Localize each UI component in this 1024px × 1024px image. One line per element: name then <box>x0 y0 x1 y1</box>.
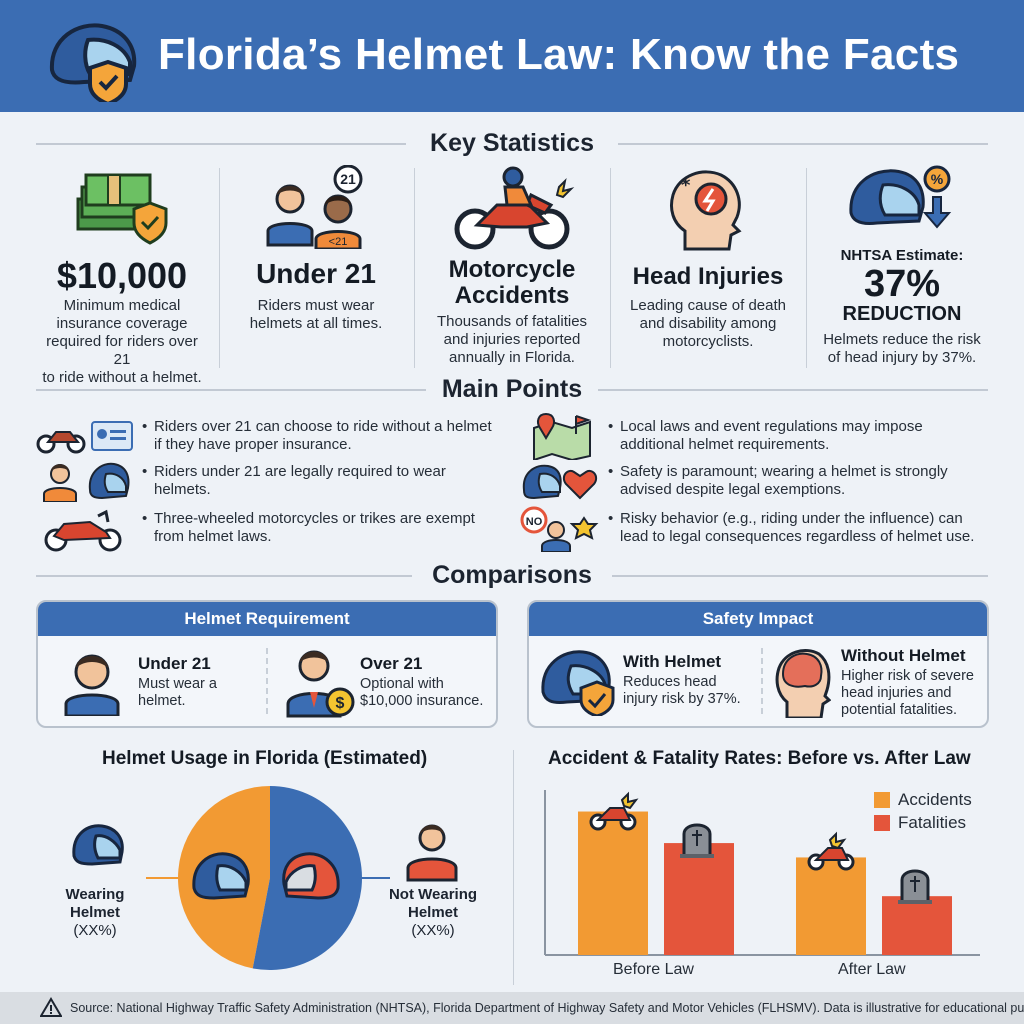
bar-fatalities-before <box>664 843 734 955</box>
gravestone-icon <box>680 823 714 858</box>
source-note: Source: National Highway Traffic Safety … <box>70 1001 1024 1015</box>
pie-label-not-wearing: Not Wearing Helmet (XX%) <box>388 886 478 939</box>
stat-insurance: $10,000 Minimum medical insurance coverag… <box>36 165 208 386</box>
money-shield-icon <box>76 173 168 245</box>
pie-label-wearing: Wearing Helmet (XX%) <box>65 886 125 939</box>
helmet-shield-icon <box>541 650 615 716</box>
bar-accidents-after <box>796 857 866 955</box>
svg-text:*: * <box>681 175 691 196</box>
comparison-text: Higher risk of severe head injuries and po… <box>841 668 974 718</box>
comparison-text: Must wear a helmet. <box>138 676 217 709</box>
stat-description: Thousands of fatalities and injuries repo… <box>436 313 588 366</box>
crash-icon <box>807 831 855 871</box>
man-with-money-icon: $ <box>286 650 355 718</box>
bar-accidents-before <box>578 811 648 955</box>
helmet-icon-unworn <box>282 852 340 900</box>
x-tick-label: Before Law <box>613 961 694 978</box>
section-title: Key Statistics <box>430 129 594 157</box>
rider-no-helmet-icon <box>406 824 458 882</box>
warning-icon <box>40 997 62 1017</box>
svg-text:$: $ <box>336 695 345 712</box>
stat-motorcycle-accidents: Motorcycle Accidents Thousands of fatalit… <box>420 165 604 380</box>
x-tick-label: After Law <box>838 961 906 978</box>
head-injury-icon: * <box>670 170 742 251</box>
helmet-icon <box>72 824 124 866</box>
stat-value: 37% <box>863 263 941 305</box>
comparison-safety-impact: Safety Impact With Helmet Reduces head in… <box>527 600 989 728</box>
helmet-percent-icon: % <box>849 165 952 229</box>
bar-fatalities-after <box>882 896 952 955</box>
motorcycle-icon <box>36 421 133 454</box>
stat-value: $10,000 <box>56 255 188 296</box>
bar-chart-title: Accident & Fatality Rates: Before vs. Af… <box>548 748 971 769</box>
stat-description: Leading cause of death and disability amo… <box>630 297 786 350</box>
stat-description: Riders must wear helmets at all times. <box>249 297 383 332</box>
young-rider-icon <box>43 462 130 502</box>
bar-chart <box>544 790 980 956</box>
comparison-heading: Without Helmet <box>841 646 966 665</box>
comparison-heading: Under 21 <box>138 654 211 673</box>
svg-text:%: % <box>931 171 944 187</box>
stat-value: Under 21 <box>256 258 376 289</box>
comparison-heading: With Helmet <box>623 652 722 671</box>
comparison-text: Reduces head injury risk by 37%. <box>623 674 741 707</box>
section-title: Comparisons <box>432 561 592 589</box>
comparison-title: Safety Impact <box>529 602 987 636</box>
svg-text:<21: <21 <box>329 236 348 248</box>
brain-head-icon <box>775 649 831 718</box>
comparison-text: Optional with $10,000 insurance. <box>360 676 484 709</box>
section-title: Main Points <box>441 375 583 403</box>
comparison-heading: Over 21 <box>360 654 423 673</box>
stat-description: Minimum medical insurance coverage require… <box>42 297 202 386</box>
young-rider-icon <box>64 654 120 716</box>
helmet-shield-icon <box>49 23 137 102</box>
section-main-points: Main Points <box>36 375 988 405</box>
stat-under-21: <21 21 Under 21 Riders must wear helmets … <box>224 165 408 380</box>
stat-head-injuries: * Head Injuries Leading cause of death an… <box>616 165 800 380</box>
section-key-statistics: Key Statistics <box>36 129 988 159</box>
header-banner: Florida’s Helmet Law: Know the Facts <box>0 0 1024 112</box>
trike-icon <box>44 509 122 552</box>
stat-nhtsa: % NHTSA Estimate: 37% REDUCTION Helmets … <box>812 165 992 380</box>
svg-text:NO: NO <box>526 516 543 528</box>
stat-kicker: NHTSA Estimate: <box>840 247 964 264</box>
svg-text:21: 21 <box>340 171 356 187</box>
section-comparisons: Comparisons <box>36 561 988 591</box>
helmet-heart-icon <box>522 464 598 500</box>
crash-icon <box>589 791 639 831</box>
page-title: Florida’s Helmet Law: Know the Facts <box>158 30 960 79</box>
helmet-icon <box>192 852 250 900</box>
age-riders-icon: <21 21 <box>266 165 363 249</box>
footer: Source: National Highway Traffic Safety … <box>0 992 1024 1024</box>
stat-value: Motorcycle Accidents <box>448 256 576 309</box>
stat-value: Head Injuries <box>632 263 784 290</box>
pie-chart-title: Helmet Usage in Florida (Estimated) <box>102 748 428 769</box>
motorcycle-accident-icon <box>454 166 575 250</box>
stat-description: Helmets reduce the risk of head injury by… <box>823 331 981 366</box>
comparison-title: Helmet Requirement <box>38 602 496 636</box>
stat-sub: REDUCTION <box>842 303 962 325</box>
police-badge-icon: NO <box>520 506 599 552</box>
gravestone-icon <box>898 869 932 904</box>
pie-chart <box>72 786 458 970</box>
map-pin-icon <box>533 412 592 460</box>
